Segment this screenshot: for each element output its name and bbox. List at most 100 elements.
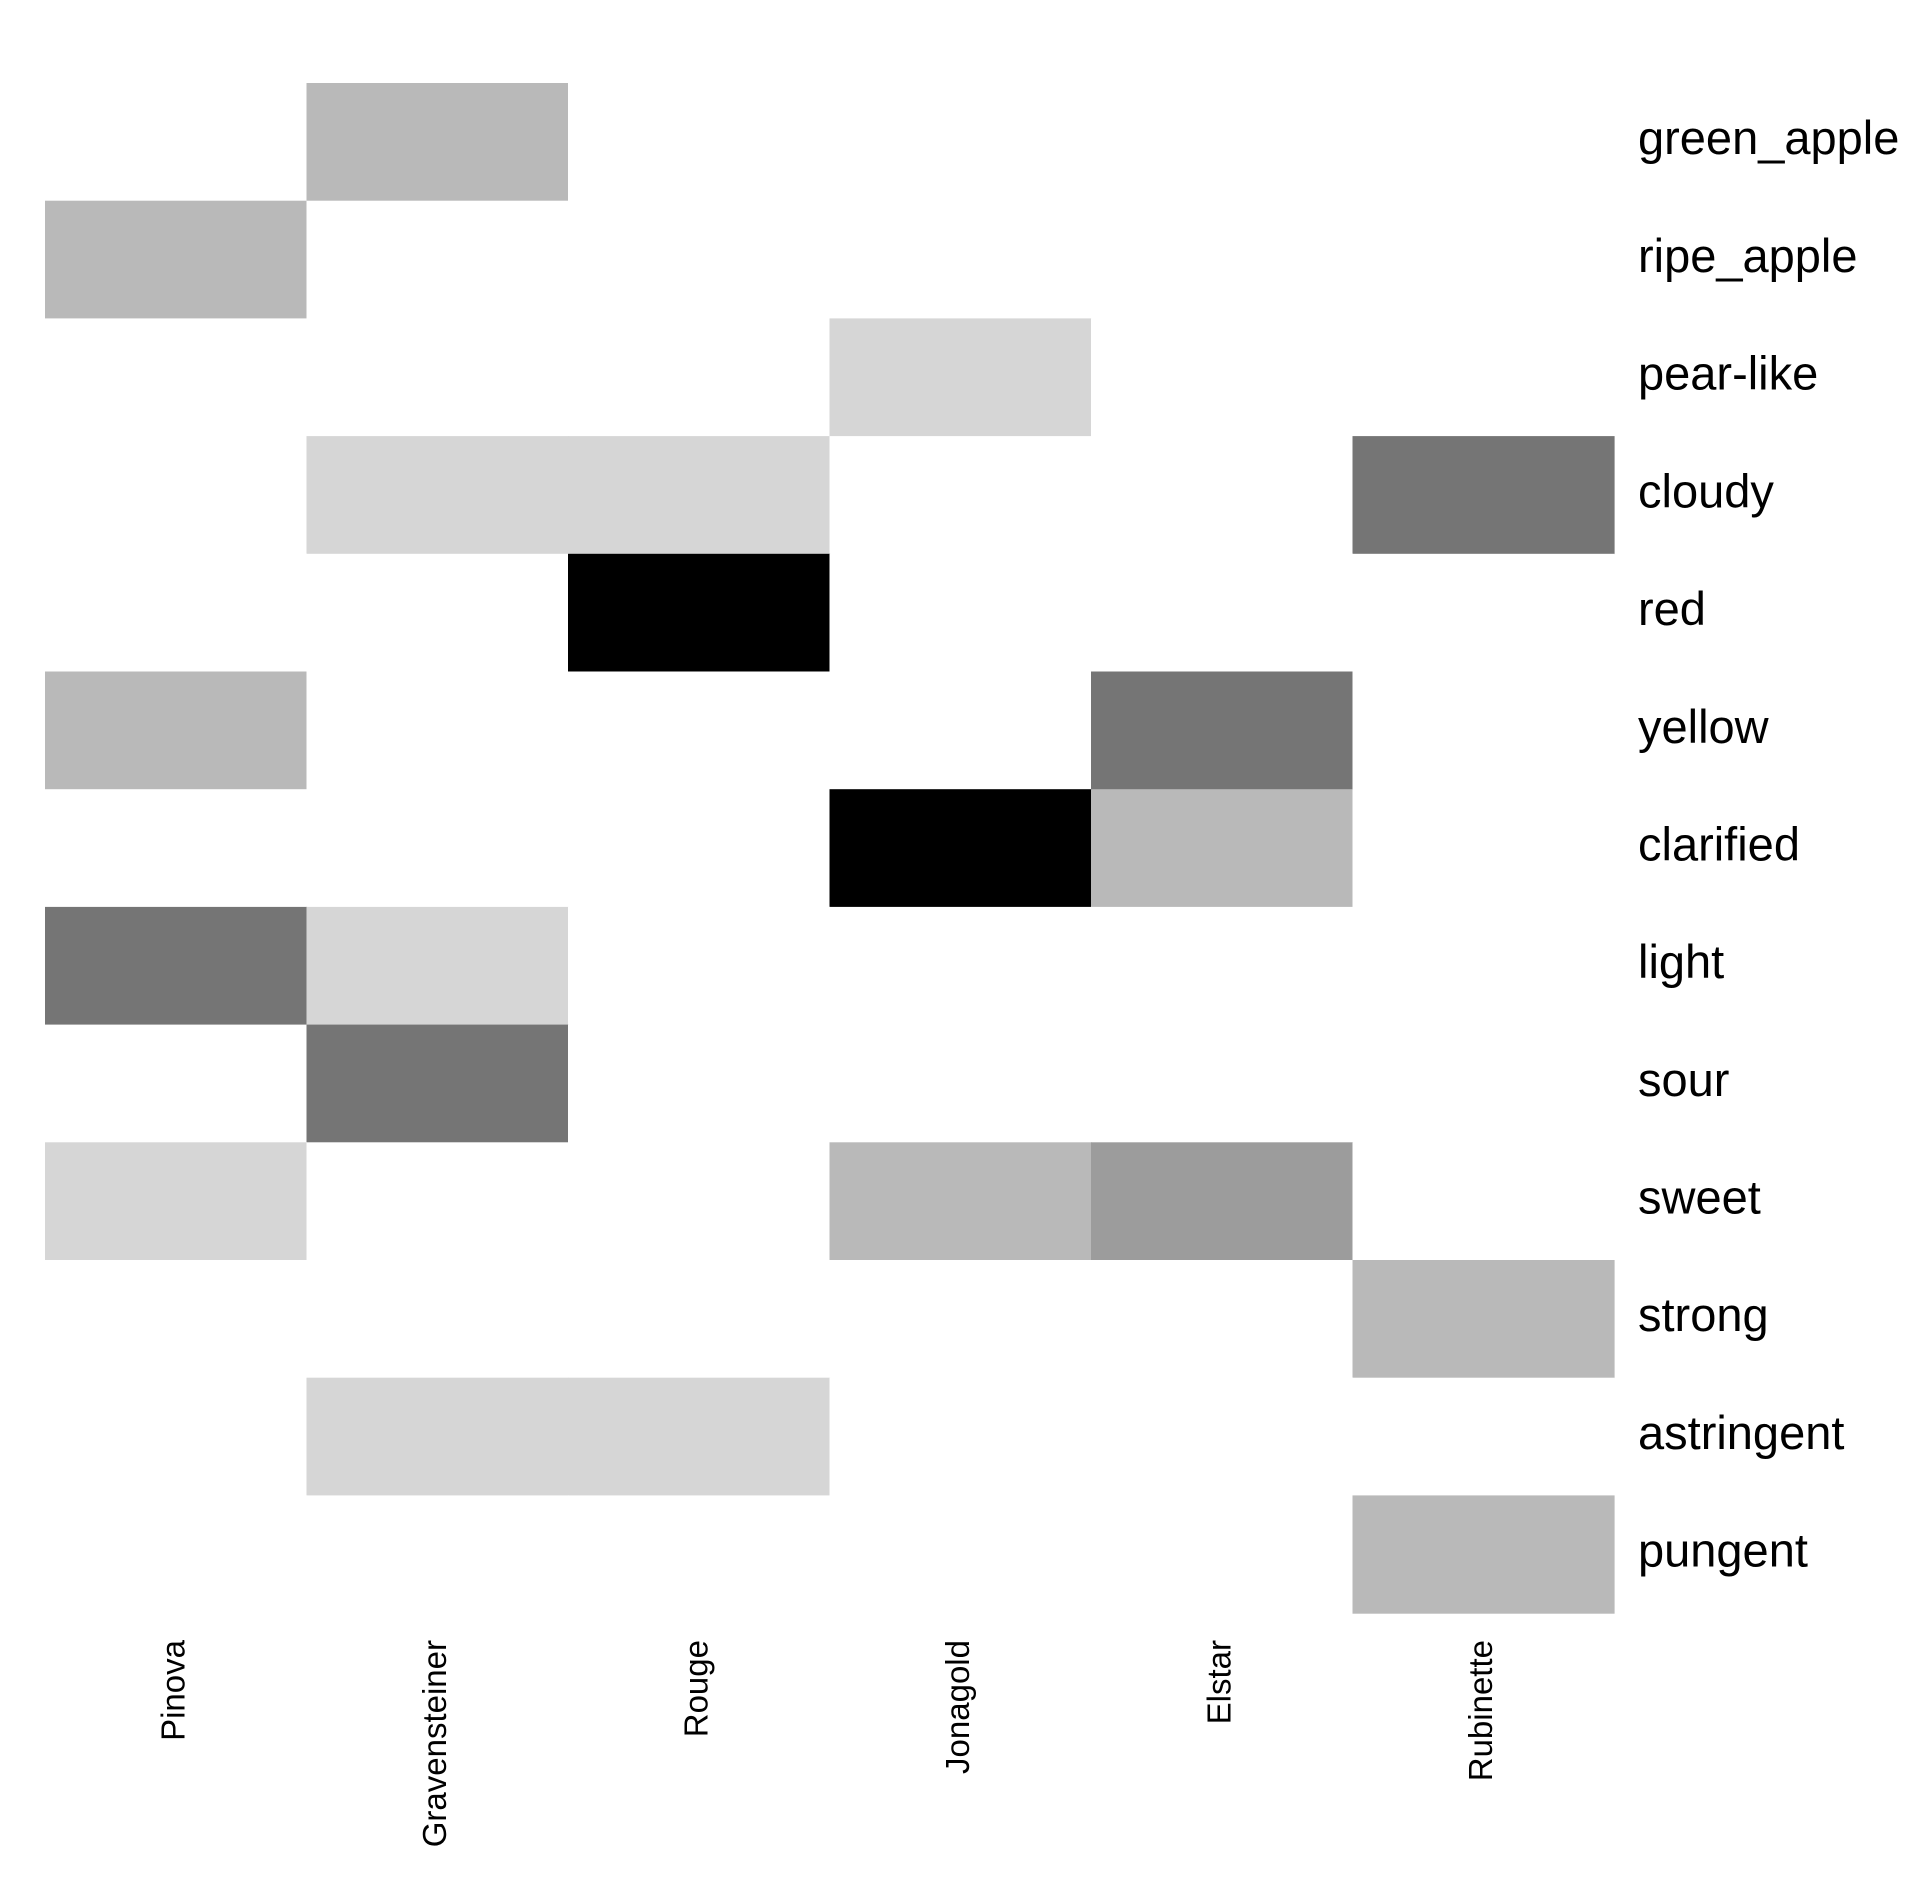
row-label-pungent: pungent (1638, 1524, 1808, 1577)
heatmap-cell-pear-like-Gravensteiner (306, 318, 569, 437)
heatmap-cell-sweet-Elstar (1091, 1142, 1354, 1261)
heatmap-cell-green_apple-Elstar (1091, 83, 1354, 202)
heatmap-cell-pear-like-Elstar (1091, 318, 1354, 437)
row-label-pear-like: pear-like (1638, 347, 1818, 400)
heatmap-cell-red-Rouge (568, 553, 831, 673)
heatmap-cells (45, 83, 1615, 1614)
heatmap-cell-astringent-Rouge (568, 1377, 831, 1496)
heatmap-cell-yellow-Elstar (1091, 671, 1354, 790)
heatmap-cell-strong-Elstar (1091, 1260, 1354, 1379)
heatmap-cell-astringent-Rubinette (1352, 1377, 1615, 1496)
heatmap-cell-green_apple-Pinova (45, 83, 308, 202)
row-label-red: red (1638, 582, 1706, 635)
heatmap-cell-red-Rubinette (1352, 553, 1615, 673)
heatmap-cell-clarified-Jonagold (829, 789, 1092, 908)
row-label-astringent: astringent (1638, 1406, 1844, 1459)
column-label-rouge: Rouge (678, 1640, 715, 1737)
heatmap-cell-light-Rubinette (1352, 906, 1615, 1026)
heatmap-cell-sour-Rouge (568, 1024, 831, 1143)
heatmap-cell-pungent-Gravensteiner (306, 1495, 569, 1614)
heatmap-cell-yellow-Rouge (568, 671, 831, 790)
heatmap-cell-sweet-Pinova (45, 1142, 308, 1261)
heatmap-cell-cloudy-Rouge (568, 436, 831, 555)
heatmap-cell-light-Jonagold (829, 906, 1092, 1026)
heatmap-cell-astringent-Jonagold (829, 1377, 1092, 1496)
heatmap-cell-clarified-Pinova (45, 789, 308, 908)
heatmap-cell-cloudy-Pinova (45, 436, 308, 555)
heatmap-cell-yellow-Gravensteiner (306, 671, 569, 790)
column-label-elstar: Elstar (1201, 1640, 1238, 1724)
heatmap-cell-light-Rouge (568, 906, 831, 1026)
heatmap-cell-pungent-Pinova (45, 1495, 308, 1614)
heatmap-cell-sweet-Jonagold (829, 1142, 1092, 1261)
heatmap-cell-sour-Jonagold (829, 1024, 1092, 1143)
row-label-yellow: yellow (1638, 700, 1770, 753)
heatmap-cell-pear-like-Rubinette (1352, 318, 1615, 437)
row-label-sweet: sweet (1638, 1171, 1761, 1224)
heatmap-cell-cloudy-Gravensteiner (306, 436, 569, 555)
row-label-green_apple: green_apple (1638, 111, 1899, 164)
heatmap-cell-cloudy-Elstar (1091, 436, 1354, 555)
heatmap-cell-ripe_apple-Elstar (1091, 200, 1354, 319)
heatmap-cell-astringent-Gravensteiner (306, 1377, 569, 1496)
heatmap-cell-strong-Pinova (45, 1260, 308, 1379)
heatmap-cell-sour-Pinova (45, 1024, 308, 1143)
heatmap-cell-sour-Gravensteiner (306, 1024, 569, 1143)
row-label-cloudy: cloudy (1638, 464, 1774, 517)
column-label-gravensteiner: Gravensteiner (416, 1640, 453, 1847)
column-labels: Pinova Gravensteiner Rouge Jonagold Elstar Ru… (155, 1639, 1500, 1847)
heatmap-cell-sweet-Gravensteiner (306, 1142, 569, 1261)
heatmap-cell-astringent-Elstar (1091, 1377, 1354, 1496)
heatmap-cell-pungent-Rubinette (1352, 1495, 1615, 1614)
heatmap-cell-astringent-Pinova (45, 1377, 308, 1496)
row-label-light: light (1638, 935, 1724, 988)
heatmap-cell-light-Elstar (1091, 906, 1354, 1026)
heatmap-cell-pear-like-Rouge (568, 318, 831, 437)
column-label-pinova: Pinova (155, 1639, 192, 1741)
heatmap-cell-ripe_apple-Jonagold (829, 200, 1092, 319)
heatmap-cell-light-Pinova (45, 906, 308, 1026)
heatmap-cell-strong-Gravensteiner (306, 1260, 569, 1379)
heatmap-cell-red-Jonagold (829, 553, 1092, 673)
column-label-jonagold: Jonagold (939, 1640, 976, 1774)
column-label-rubinette: Rubinette (1462, 1640, 1499, 1781)
heatmap-cell-green_apple-Jonagold (829, 83, 1092, 202)
heatmap-cell-cloudy-Jonagold (829, 436, 1092, 555)
row-label-sour: sour (1638, 1053, 1729, 1106)
heatmap-cell-pungent-Elstar (1091, 1495, 1354, 1614)
heatmap-cell-yellow-Jonagold (829, 671, 1092, 790)
row-label-strong: strong (1638, 1288, 1769, 1341)
row-labels: green_apple ripe_apple pear-like cloudy red y… (1638, 111, 1899, 1577)
heatmap-cell-strong-Jonagold (829, 1260, 1092, 1379)
heatmap-cell-sour-Rubinette (1352, 1024, 1615, 1143)
heatmap-cell-red-Elstar (1091, 553, 1354, 673)
heatmap-cell-yellow-Pinova (45, 671, 308, 790)
heatmap-cell-yellow-Rubinette (1352, 671, 1615, 790)
heatmap-cell-green_apple-Rubinette (1352, 83, 1615, 202)
row-label-ripe_apple: ripe_apple (1638, 229, 1858, 282)
heatmap-cell-light-Gravensteiner (306, 906, 569, 1026)
heatmap-cell-sweet-Rouge (568, 1142, 831, 1261)
heatmap-cell-sweet-Rubinette (1352, 1142, 1615, 1261)
heatmap-cell-clarified-Gravensteiner (306, 789, 569, 908)
heatmap-cell-ripe_apple-Gravensteiner (306, 200, 569, 319)
heatmap-cell-red-Gravensteiner (306, 553, 569, 673)
heatmap-cell-green_apple-Gravensteiner (306, 83, 569, 202)
heatmap-cell-clarified-Elstar (1091, 789, 1354, 908)
heatmap-cell-green_apple-Rouge (568, 83, 831, 202)
heatmap-cell-red-Pinova (45, 553, 308, 673)
heatmap-cell-ripe_apple-Rubinette (1352, 200, 1615, 319)
heatmap-cell-ripe_apple-Rouge (568, 200, 831, 319)
heatmap-cell-clarified-Rubinette (1352, 789, 1615, 908)
heatmap-cell-pungent-Jonagold (829, 1495, 1092, 1614)
heatmap-cell-pear-like-Pinova (45, 318, 308, 437)
heatmap-cell-pear-like-Jonagold (829, 318, 1092, 437)
heatmap-cell-sour-Elstar (1091, 1024, 1354, 1143)
heatmap-cell-strong-Rubinette (1352, 1260, 1615, 1379)
heatmap-cell-pungent-Rouge (568, 1495, 831, 1614)
heatmap-cell-strong-Rouge (568, 1260, 831, 1379)
heatmap-cell-cloudy-Rubinette (1352, 436, 1615, 555)
row-label-clarified: clarified (1638, 818, 1800, 871)
heatmap-cell-ripe_apple-Pinova (45, 200, 308, 319)
